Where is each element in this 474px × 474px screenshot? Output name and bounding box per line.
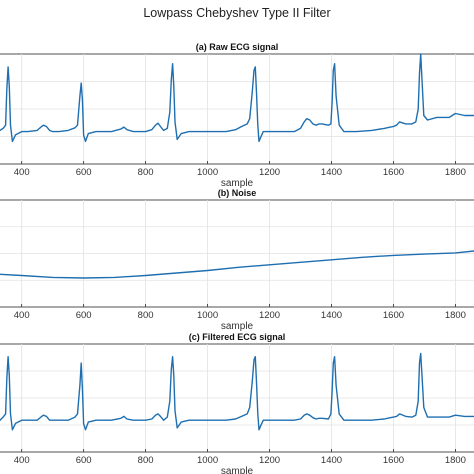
x-axis-label: sample xyxy=(221,321,254,332)
x-tick-label: 1200 xyxy=(259,167,280,178)
x-tick-label: 1200 xyxy=(259,310,280,321)
x-tick-label: 1800 xyxy=(445,310,466,321)
x-axis-label: sample xyxy=(221,178,254,189)
panel-title: (b) Noise xyxy=(218,188,257,198)
panel-title: (a) Raw ECG signal xyxy=(196,42,279,52)
x-tick-label: 1000 xyxy=(197,310,218,321)
x-tick-label: 1800 xyxy=(445,167,466,178)
x-tick-label: 600 xyxy=(76,167,92,178)
x-tick-label: 400 xyxy=(14,455,30,466)
x-tick-label: 800 xyxy=(138,310,154,321)
x-tick-label: 1400 xyxy=(321,167,342,178)
x-tick-label: 1000 xyxy=(197,167,218,178)
x-axis-label: sample xyxy=(221,466,254,474)
x-tick-label: 600 xyxy=(76,310,92,321)
chart-panel-2: (b) Noise 400 600 800 1000 1200 1400 1600 1800 sa… xyxy=(0,188,474,332)
x-tick-label: 800 xyxy=(138,167,154,178)
x-tick-label: 1600 xyxy=(383,310,404,321)
x-tick-label: 1800 xyxy=(445,455,466,466)
x-tick-label: 1400 xyxy=(321,310,342,321)
x-tick-label: 400 xyxy=(14,167,30,178)
chart-panel-1: (a) Raw ECG signal 400 600 800 1000 1200 1400 1… xyxy=(0,42,474,189)
x-tick-label: 1600 xyxy=(383,167,404,178)
x-tick-label: 1200 xyxy=(259,455,280,466)
x-tick-label: 1600 xyxy=(383,455,404,466)
signal-line xyxy=(0,53,474,143)
figure-title: Lowpass Chebyshev Type II Filter xyxy=(143,6,330,20)
x-tick-label: 1400 xyxy=(321,455,342,466)
signal-line xyxy=(0,352,474,431)
x-tick-label: 800 xyxy=(138,455,154,466)
chart-panel-3: (c) Filtered ECG signal 400 600 800 1000 1200… xyxy=(0,332,474,474)
panel-title: (c) Filtered ECG signal xyxy=(189,332,286,342)
x-tick-label: 600 xyxy=(76,455,92,466)
signal-line xyxy=(0,250,474,279)
x-tick-label: 1000 xyxy=(197,455,218,466)
x-tick-label: 400 xyxy=(14,310,30,321)
